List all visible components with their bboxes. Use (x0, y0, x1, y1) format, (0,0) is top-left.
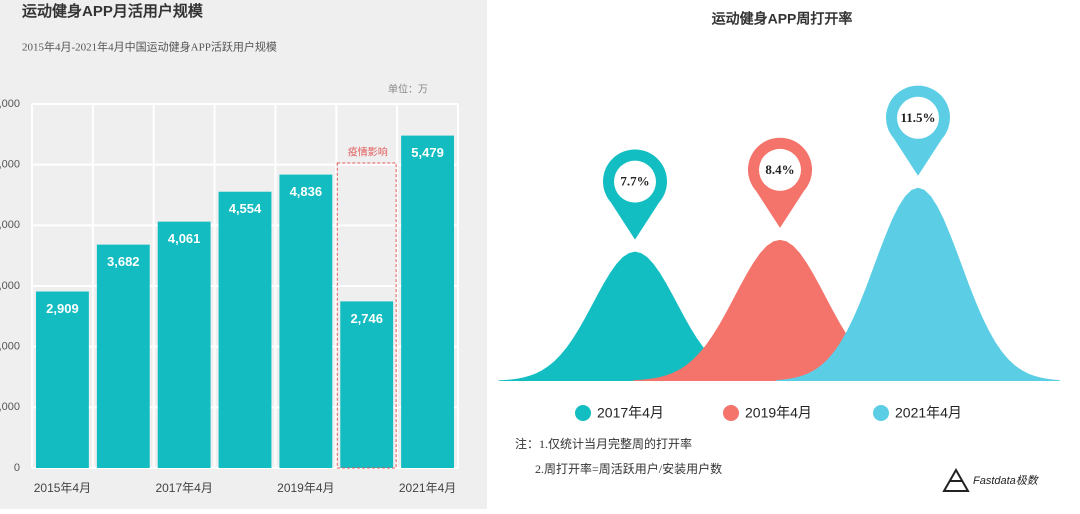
value-label: 4,554 (229, 201, 262, 216)
bell (776, 187, 1060, 381)
logo-icon (942, 467, 970, 492)
bar (401, 135, 454, 468)
legend-label: 2019年4月 (745, 405, 812, 421)
bar (157, 221, 211, 468)
legend-label: 2017年4月 (597, 405, 664, 421)
y-tick-label: 4,000 (0, 219, 20, 231)
value-label: 5,479 (411, 145, 444, 160)
unit-label: 单位：万 (388, 83, 428, 96)
y-tick-label: 5,000 (0, 159, 20, 171)
x-tick-label: 2019年4月 (277, 481, 334, 495)
value-label: 8.4% (765, 162, 794, 177)
y-tick-label: 6,000 (0, 98, 20, 110)
bar (279, 174, 333, 468)
bar (36, 291, 89, 468)
value-label: 11.5% (900, 110, 935, 125)
y-tick-label: 3,000 (0, 280, 20, 292)
x-tick-label: 2015年4月 (34, 481, 91, 495)
value-label: 3,682 (107, 254, 140, 269)
pin-inner (759, 148, 801, 191)
value-label: 2,909 (46, 301, 79, 316)
pin-inner (614, 160, 656, 203)
value-label: 2,746 (350, 311, 383, 326)
y-tick-label: 0 (14, 462, 20, 474)
note: 注：1.仅统计当月完整周的打开率 (515, 436, 692, 451)
bar (96, 244, 150, 468)
legend-marker (873, 405, 889, 421)
chart-title: 运动健身APP月活用户规模 (22, 2, 204, 20)
source: Fastdata极数 (973, 474, 1040, 487)
annotation-box (336, 162, 397, 469)
annotation: 疫情影响 (348, 146, 388, 159)
bar (218, 191, 272, 468)
value-label: 4,061 (168, 231, 201, 246)
chart-subtitle: 2015年4月-2021年4月中国运动健身APP活跃用户规模 (22, 40, 277, 54)
value-label: 7.7% (620, 174, 649, 189)
legend-marker (723, 405, 739, 421)
bar (340, 301, 394, 468)
legend-marker (575, 405, 591, 421)
pin-inner (897, 96, 939, 139)
x-tick-label: 2017年4月 (155, 481, 212, 495)
y-tick-label: 1,000 (0, 401, 20, 413)
value-label: 4,836 (290, 184, 323, 199)
legend-label: 2021年4月 (895, 405, 962, 421)
y-tick-label: 2,000 (0, 341, 20, 353)
chart-title: 运动健身APP周打开率 (712, 11, 853, 27)
x-tick-label: 2021年4月 (399, 481, 456, 495)
note: 2.周打开率=周活跃用户/安装用户数 (535, 461, 722, 476)
